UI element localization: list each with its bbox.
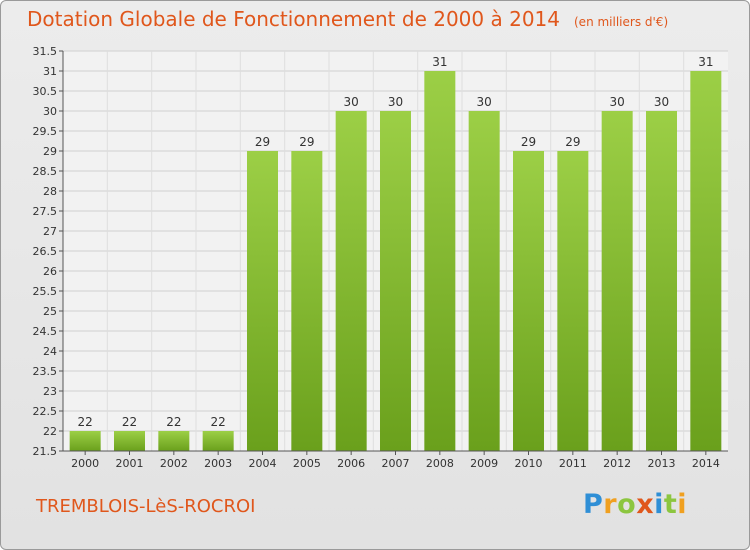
town-name: TREMBLOIS-LèS-ROCROI	[36, 496, 256, 517]
x-tick-label: 2013	[648, 457, 676, 470]
y-tick-label: 25.5	[33, 285, 58, 298]
logo-letter: i	[677, 489, 688, 520]
bar	[69, 431, 101, 451]
x-tick-label: 2008	[426, 457, 454, 470]
logo-letter: P	[583, 489, 604, 520]
y-tick-label: 31.5	[33, 45, 58, 58]
axes	[59, 50, 728, 455]
bar	[380, 111, 411, 451]
bar	[247, 151, 278, 451]
x-tick-label: 2002	[160, 457, 188, 470]
x-tick-label: 2000	[71, 457, 99, 470]
logo-letter: o	[617, 489, 637, 520]
bar	[646, 111, 677, 451]
chart-subtitle: (en milliers d'€)	[574, 15, 669, 29]
bar-value-label: 30	[388, 95, 403, 109]
logo-letter: x	[636, 489, 655, 520]
bar-value-label: 30	[654, 95, 669, 109]
logo-letter: i	[654, 489, 664, 520]
labels: 21.5 22 22.5 23 23.5 24 24.5 25 25.5 26 26.5 27 27.5…	[33, 45, 720, 470]
y-tick-label: 26.5	[33, 245, 58, 258]
bars	[69, 71, 722, 451]
bar-value-label: 30	[344, 95, 359, 109]
x-tick-label: 2005	[293, 457, 321, 470]
bar-value-label: 29	[255, 135, 270, 149]
bar-value-label: 22	[78, 415, 93, 429]
bar	[601, 111, 633, 451]
y-tick-label: 27	[43, 225, 57, 238]
x-tick-label: 2014	[692, 457, 720, 470]
chart-title: Dotation Globale de Fonctionnement de 20…	[27, 7, 668, 31]
y-tick-label: 24	[43, 345, 57, 358]
y-tick-label: 27.5	[33, 205, 58, 218]
bar	[114, 431, 145, 451]
logo-letter: r	[603, 489, 618, 520]
bar-value-label: 31	[698, 55, 713, 69]
y-tick-label: 26	[43, 265, 57, 278]
y-tick-label: 24.5	[33, 325, 58, 338]
bar-value-label: 22	[211, 415, 226, 429]
bar	[513, 151, 544, 451]
y-tick-label: 21.5	[33, 445, 58, 458]
x-tick-label: 2009	[470, 457, 498, 470]
y-tick-label: 23	[43, 385, 57, 398]
bar	[335, 111, 367, 451]
y-tick-label: 29	[43, 145, 57, 158]
x-tick-label: 2011	[559, 457, 587, 470]
y-tick-label: 28.5	[33, 165, 58, 178]
y-tick-label: 30.5	[33, 85, 58, 98]
logo-letter: t	[663, 489, 678, 520]
x-tick-label: 2012	[603, 457, 631, 470]
x-tick-label: 2001	[116, 457, 144, 470]
bar	[468, 111, 500, 451]
y-tick-label: 22.5	[33, 405, 58, 418]
bar-value-label: 29	[521, 135, 536, 149]
y-tick-label: 30	[43, 105, 57, 118]
x-tick-label: 2010	[515, 457, 543, 470]
bar-value-label: 30	[477, 95, 492, 109]
x-tick-label: 2004	[249, 457, 277, 470]
bar-value-label: 30	[610, 95, 625, 109]
chart-title-text: Dotation Globale de Fonctionnement de 20…	[27, 7, 560, 31]
y-tick-label: 25	[43, 305, 57, 318]
y-tick-label: 28	[43, 185, 57, 198]
bar-value-label: 22	[166, 415, 181, 429]
x-tick-label: 2006	[337, 457, 365, 470]
bar	[158, 431, 190, 451]
bar-value-label: 22	[122, 415, 137, 429]
y-tick-label: 22	[43, 425, 57, 438]
x-tick-label: 2007	[382, 457, 410, 470]
bar	[557, 151, 589, 451]
bar	[291, 151, 323, 451]
x-tick-label: 2003	[204, 457, 232, 470]
bar-value-label: 31	[432, 55, 447, 69]
bar-value-label: 29	[565, 135, 580, 149]
y-tick-label: 31	[43, 65, 57, 78]
y-tick-label: 29.5	[33, 125, 58, 138]
proxiti-logo: Proxiti	[583, 489, 687, 520]
bar	[690, 71, 722, 451]
bar	[424, 71, 456, 451]
y-tick-label: 23.5	[33, 365, 58, 378]
bar	[202, 431, 234, 451]
bar-value-label: 29	[299, 135, 314, 149]
